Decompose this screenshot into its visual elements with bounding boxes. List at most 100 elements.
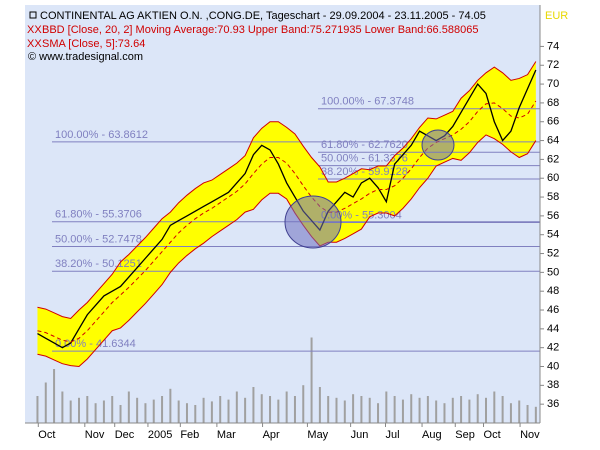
volume-bar — [526, 405, 529, 423]
x-tick-label: Nov — [85, 429, 105, 441]
volume-bar — [53, 369, 56, 423]
volume-bar — [368, 397, 371, 423]
y-tick-label: 68 — [547, 97, 559, 109]
copyright: © www.tradesignal.com — [28, 51, 143, 63]
volume-bar — [310, 337, 313, 423]
volume-bar — [202, 397, 205, 423]
x-tick-label: Aug — [422, 429, 442, 441]
volume-bar — [111, 396, 114, 423]
volume-bar — [219, 396, 222, 423]
volume-bar — [377, 403, 380, 423]
volume-bar — [518, 400, 521, 423]
y-tick-label: 44 — [547, 323, 559, 335]
x-tick-label: May — [307, 429, 328, 441]
legend-entry: SMA [Close, 5]:73.64 — [42, 38, 145, 50]
volume-bar — [127, 391, 130, 423]
volume-bar — [244, 397, 247, 423]
fib-label: 100.00% - 63.8612 — [55, 129, 148, 141]
volume-bar — [210, 401, 213, 423]
volume-bar — [318, 387, 321, 423]
volume-bar — [269, 396, 272, 423]
volume-bar — [443, 403, 446, 423]
y-tick-label: 50 — [547, 266, 559, 278]
x-tick-label: Oct — [484, 429, 501, 441]
y-tick-label: 40 — [547, 360, 559, 372]
y-tick-label: 54 — [547, 229, 559, 241]
y-tick-label: 72 — [547, 59, 559, 71]
volume-bar — [235, 391, 238, 423]
volume-bar — [277, 399, 280, 423]
volume-bar — [509, 403, 512, 423]
volume-bar — [252, 387, 255, 423]
volume-bar — [161, 396, 164, 423]
fib-label: 61.80% - 62.7620 — [321, 139, 408, 151]
x-tick-label: Dec — [115, 429, 135, 441]
volume-bar — [493, 391, 496, 423]
volume-bar — [410, 394, 413, 423]
y-tick-label: 60 — [547, 172, 559, 184]
volume-bar — [302, 385, 305, 423]
volume-bar — [119, 405, 122, 423]
volume-bar — [534, 406, 537, 423]
volume-bar — [327, 396, 330, 423]
volume-bar — [185, 403, 188, 423]
volume-bar — [61, 391, 64, 423]
fib-label: 61.80% - 55.3706 — [55, 209, 142, 221]
x-tick-label: Mar — [217, 429, 236, 441]
volume-bar — [260, 394, 263, 423]
currency: EUR — [545, 10, 568, 22]
plot-background — [25, 5, 540, 423]
y-tick-label: 38 — [547, 379, 559, 391]
x-tick-label: Jun — [351, 429, 369, 441]
chart-title: CONTINENTAL AG AKTIEN O.N. ,CONG.DE, Tag… — [40, 10, 486, 22]
y-tick-label: 42 — [547, 342, 559, 354]
highlight-circle — [284, 195, 342, 249]
y-tick-label: 64 — [547, 134, 559, 146]
volume-bar — [385, 391, 388, 423]
volume-bar — [468, 399, 471, 423]
fib-label: 50.00% - 52.7478 — [55, 233, 142, 245]
x-tick-label: Sep — [455, 429, 475, 441]
fib-label: 38.20% - 50.1251 — [55, 258, 142, 270]
volume-bar — [44, 382, 47, 423]
volume-bar — [144, 403, 147, 423]
highlight-circle — [421, 129, 455, 161]
x-tick-label: Jul — [386, 429, 400, 441]
layers: 100.00% - 63.8612 61.80% - 55.3706 50.00% … — [36, 61, 540, 423]
volume-bar — [169, 388, 172, 423]
volume-bar — [335, 397, 338, 423]
price-line — [37, 69, 537, 349]
volume-bar — [36, 396, 39, 423]
volume-bar — [476, 394, 479, 423]
volume-bar — [285, 391, 288, 423]
x-tick-label: Oct — [38, 429, 55, 441]
volume-bar — [460, 396, 463, 423]
volume-bar — [360, 396, 363, 423]
volume-bar — [102, 400, 105, 423]
volume-bar — [227, 399, 230, 423]
volume-bar — [194, 405, 197, 423]
x-tick-label: 2005 — [148, 429, 172, 441]
volume-bar — [451, 397, 454, 423]
y-tick-label: 70 — [547, 78, 559, 90]
volume-bar — [293, 396, 296, 423]
volume-bar — [418, 397, 421, 423]
y-tick-label: 74 — [547, 40, 559, 52]
fib-label: 50.00% - 61.3376 — [321, 153, 408, 165]
volume-bar — [426, 396, 429, 423]
band-line — [37, 134, 537, 368]
legend-entry: BBD [Close, 20, 2] Moving Average:70.93 … — [42, 24, 478, 36]
volume-bar — [401, 399, 404, 423]
volume-bar — [136, 397, 139, 423]
fib-label: 100.00% - 67.3748 — [321, 96, 414, 108]
fib-label: 38.20% - 59.9128 — [321, 166, 408, 178]
legend-icon: XX — [27, 38, 42, 50]
y-tick-label: 56 — [547, 210, 559, 222]
x-tick-label: Apr — [263, 429, 280, 441]
y-tick-label: 66 — [547, 116, 559, 128]
volume-bar — [343, 400, 346, 423]
y-tick-label: 46 — [547, 304, 559, 316]
volume-bar — [435, 400, 438, 423]
y-tick-label: 36 — [547, 398, 559, 410]
